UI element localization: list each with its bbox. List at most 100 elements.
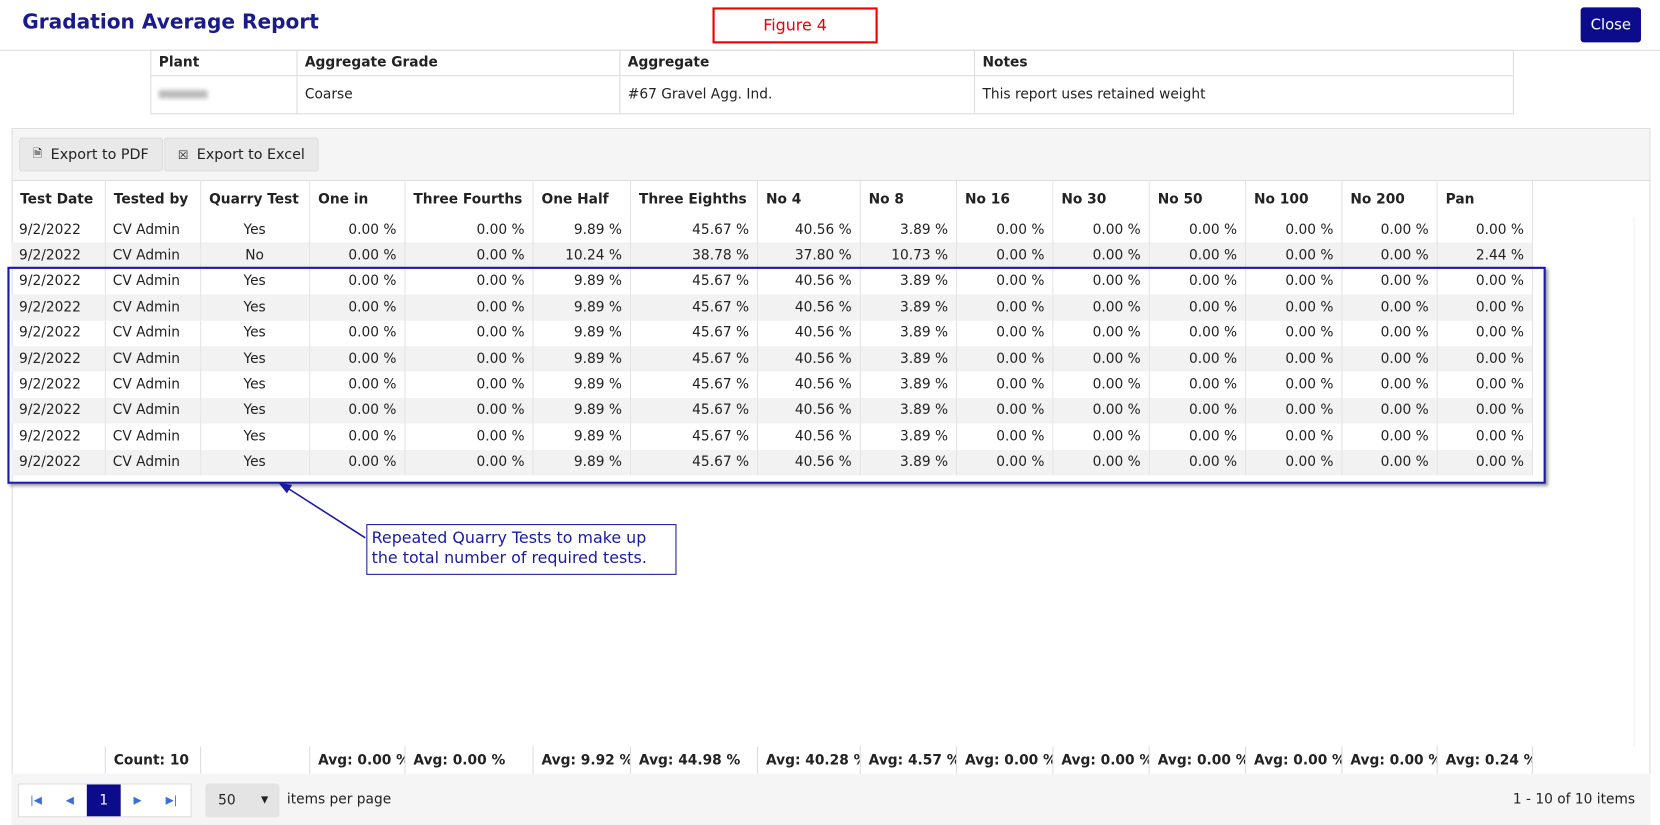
close-button[interactable]: Close bbox=[1580, 7, 1641, 43]
cell: 0.00 % bbox=[956, 423, 1053, 450]
cell: 0.00 % bbox=[1341, 423, 1438, 450]
annotation-note: Repeated Quarry Tests to make up the tot… bbox=[366, 524, 677, 575]
cell: 0.00 % bbox=[956, 449, 1053, 476]
cell: 9/2/2022 bbox=[11, 294, 106, 321]
cell: 9/2/2022 bbox=[11, 268, 106, 295]
cell: 45.67 % bbox=[629, 449, 758, 476]
cell: 40.56 % bbox=[756, 449, 861, 476]
cell: 0.00 % bbox=[309, 423, 405, 450]
column-header: No 8 bbox=[859, 181, 957, 218]
info-cell: Coarse bbox=[296, 75, 621, 115]
cell: CV Admin bbox=[104, 397, 201, 424]
cell: 9/2/2022 bbox=[11, 423, 106, 450]
cell: 3.89 % bbox=[859, 294, 957, 321]
cell: 0.00 % bbox=[1341, 449, 1438, 476]
cell: 9/2/2022 bbox=[11, 346, 106, 372]
figure-label: Figure 4 bbox=[712, 7, 878, 44]
cell: 0.00 % bbox=[1052, 320, 1150, 347]
data-row: 9/2/2022 CV Admin No 0.00 % 0.00 % 10.24 % 38.… bbox=[11, 242, 1533, 269]
cell: 0.00 % bbox=[1052, 242, 1150, 269]
cell: 9/2/2022 bbox=[11, 397, 106, 424]
column-header: No 16 bbox=[956, 181, 1053, 218]
cell: Yes bbox=[200, 320, 310, 347]
grid-header: Test Date Tested by Quarry Test One in Three… bbox=[11, 181, 1533, 218]
cell: Yes bbox=[200, 346, 310, 372]
cell: 0.00 % bbox=[404, 449, 534, 476]
data-row: 9/2/2022 CV Admin Yes 0.00 % 0.00 % 9.89 % 45.… bbox=[11, 294, 1533, 321]
cell: 3.89 % bbox=[859, 423, 957, 450]
data-row: 9/2/2022 CV Admin Yes 0.00 % 0.00 % 9.89 % 45.… bbox=[11, 397, 1533, 424]
cell: 40.56 % bbox=[756, 268, 861, 295]
cell: Yes bbox=[200, 397, 310, 424]
cell: 0.00 % bbox=[1245, 242, 1342, 269]
column-header: Pan bbox=[1436, 181, 1533, 218]
cell: 3.89 % bbox=[859, 449, 957, 476]
cell: Yes bbox=[200, 268, 310, 295]
cell: 0.00 % bbox=[1148, 217, 1246, 243]
cell: 40.56 % bbox=[756, 346, 861, 372]
cell: Yes bbox=[200, 294, 310, 321]
cell: 0.00 % bbox=[1052, 397, 1150, 424]
cell: 0.00 % bbox=[1341, 346, 1438, 372]
cell: CV Admin bbox=[104, 268, 201, 295]
cell: 9.89 % bbox=[532, 371, 631, 398]
page-size[interactable]: 50 ▼ bbox=[205, 783, 280, 818]
column-header: Tested by bbox=[104, 181, 201, 218]
cell: 0.00 % bbox=[1245, 371, 1342, 398]
prev-page[interactable]: ◀ bbox=[65, 794, 74, 807]
cell: 0.00 % bbox=[404, 371, 534, 398]
scrollbar[interactable] bbox=[1633, 217, 1651, 747]
cell: 0.00 % bbox=[956, 397, 1053, 424]
cell: 0.00 % bbox=[1341, 294, 1438, 321]
data-row: 9/2/2022 CV Admin Yes 0.00 % 0.00 % 9.89 % 45.… bbox=[11, 217, 1533, 243]
cell: 0.00 % bbox=[404, 217, 534, 243]
info-header-cell: Plant bbox=[150, 49, 298, 77]
cell: 0.00 % bbox=[1436, 217, 1533, 243]
cell: 45.67 % bbox=[629, 423, 758, 450]
cell: 9/2/2022 bbox=[11, 449, 106, 476]
footer-cell: Avg: 9.92 % bbox=[532, 746, 631, 774]
cell: 0.00 % bbox=[1436, 346, 1533, 372]
cell: 9.89 % bbox=[532, 397, 631, 424]
footer-cell: Count: 10 bbox=[104, 746, 201, 774]
cell: 0.00 % bbox=[309, 397, 405, 424]
cell: 0.00 % bbox=[1436, 371, 1533, 398]
cell: 0.00 % bbox=[1245, 397, 1342, 424]
cell: Yes bbox=[200, 217, 310, 243]
cell: 0.00 % bbox=[956, 371, 1053, 398]
data-row: 9/2/2022 CV Admin Yes 0.00 % 0.00 % 9.89 % 45.… bbox=[11, 346, 1533, 372]
cell: 0.00 % bbox=[1341, 242, 1438, 269]
footer-cell bbox=[11, 746, 106, 774]
column-header: No 100 bbox=[1245, 181, 1342, 218]
highlight-box bbox=[7, 266, 1546, 484]
cell: 0.00 % bbox=[404, 294, 534, 321]
button-label: Export to Excel bbox=[196, 146, 305, 164]
cell: 9/2/2022 bbox=[11, 320, 106, 347]
cell: 0.00 % bbox=[404, 346, 534, 372]
info-header: Plant Aggregate Grade Aggregate Notes bbox=[150, 49, 1514, 77]
cell: 40.56 % bbox=[756, 320, 861, 347]
last-page[interactable]: ▶| bbox=[165, 794, 178, 807]
column-header: No 200 bbox=[1341, 181, 1438, 218]
cell: 0.00 % bbox=[1245, 217, 1342, 243]
next-page[interactable]: ▶ bbox=[133, 794, 142, 807]
cell: 0.00 % bbox=[309, 320, 405, 347]
data-row: 9/2/2022 CV Admin Yes 0.00 % 0.00 % 9.89 % 45.… bbox=[11, 268, 1533, 295]
export-excel[interactable]: ☒ Export to Excel bbox=[164, 137, 319, 172]
cell: 0.00 % bbox=[956, 294, 1053, 321]
export-pdf[interactable]: 🗎 Export to PDF bbox=[19, 137, 163, 172]
pager-buttons: |◀ ◀ 1 ▶ ▶| bbox=[17, 783, 192, 818]
cell: 0.00 % bbox=[1052, 346, 1150, 372]
cell: 0.00 % bbox=[1148, 397, 1246, 424]
info-table: Plant Aggregate Grade Aggregate Notes Coarse… bbox=[150, 49, 1514, 115]
current-page[interactable]: 1 bbox=[86, 784, 121, 817]
cell: 45.67 % bbox=[629, 371, 758, 398]
grid-footer: Count: 10 Avg: 0.00 % Avg: 0.00 % Avg: 9.92… bbox=[11, 746, 1533, 774]
column-header: Test Date bbox=[11, 181, 106, 218]
cell: 3.89 % bbox=[859, 217, 957, 243]
first-page[interactable]: |◀ bbox=[30, 794, 42, 807]
footer-cell: Avg: 0.00 % bbox=[309, 746, 405, 774]
cell: 9.89 % bbox=[532, 268, 631, 295]
footer-cell: Avg: 0.00 % bbox=[1052, 746, 1150, 774]
cell: 0.00 % bbox=[1148, 449, 1246, 476]
